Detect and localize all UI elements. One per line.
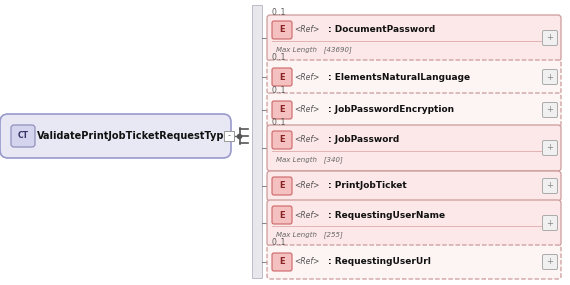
Text: E: E — [279, 135, 285, 144]
Text: E: E — [279, 25, 285, 34]
Text: E: E — [279, 211, 285, 219]
FancyBboxPatch shape — [543, 178, 557, 194]
Text: : DocumentPassword: : DocumentPassword — [328, 25, 435, 34]
Text: <Ref>: <Ref> — [294, 25, 319, 34]
FancyBboxPatch shape — [272, 131, 292, 149]
Text: <Ref>: <Ref> — [294, 105, 319, 115]
Text: E: E — [279, 182, 285, 190]
FancyBboxPatch shape — [267, 171, 561, 201]
Text: +: + — [547, 182, 553, 190]
Text: +: + — [547, 34, 553, 42]
FancyBboxPatch shape — [543, 141, 557, 156]
Text: +: + — [547, 72, 553, 82]
Text: : PrintJobTicket: : PrintJobTicket — [328, 182, 407, 190]
Text: E: E — [279, 105, 285, 115]
Text: CT: CT — [18, 131, 28, 141]
Text: : ElementsNaturalLanguage: : ElementsNaturalLanguage — [328, 72, 470, 82]
FancyBboxPatch shape — [267, 200, 561, 246]
Text: : RequestingUserName: : RequestingUserName — [328, 211, 445, 219]
Text: +: + — [547, 105, 553, 115]
Text: <Ref>: <Ref> — [294, 135, 319, 144]
FancyBboxPatch shape — [267, 125, 561, 171]
FancyBboxPatch shape — [267, 15, 561, 61]
FancyBboxPatch shape — [272, 253, 292, 271]
FancyBboxPatch shape — [272, 177, 292, 195]
FancyBboxPatch shape — [543, 255, 557, 270]
Text: <Ref>: <Ref> — [294, 258, 319, 266]
Text: : JobPasswordEncryption: : JobPasswordEncryption — [328, 105, 454, 115]
Text: <Ref>: <Ref> — [294, 72, 319, 82]
Text: 0..1: 0..1 — [272, 238, 286, 247]
FancyBboxPatch shape — [272, 68, 292, 86]
FancyBboxPatch shape — [267, 245, 561, 279]
FancyBboxPatch shape — [267, 60, 561, 94]
Text: 0..1: 0..1 — [272, 118, 286, 127]
Text: Max Length   [43690]: Max Length [43690] — [276, 46, 352, 53]
Text: <Ref>: <Ref> — [294, 182, 319, 190]
FancyBboxPatch shape — [543, 215, 557, 231]
Bar — [224, 131, 234, 141]
FancyBboxPatch shape — [272, 101, 292, 119]
FancyBboxPatch shape — [267, 93, 561, 127]
Text: : JobPassword: : JobPassword — [328, 135, 399, 144]
FancyBboxPatch shape — [543, 30, 557, 46]
Text: 0..1: 0..1 — [272, 86, 286, 95]
Text: : RequestingUserUrl: : RequestingUserUrl — [328, 258, 431, 266]
Text: E: E — [279, 258, 285, 266]
Bar — [252, 5, 262, 278]
FancyBboxPatch shape — [272, 21, 292, 39]
Text: ValidatePrintJobTicketRequestType: ValidatePrintJobTicketRequestType — [37, 131, 231, 141]
Text: Max Length   [255]: Max Length [255] — [276, 231, 343, 238]
Text: -: - — [227, 131, 230, 141]
Text: +: + — [547, 258, 553, 266]
FancyBboxPatch shape — [543, 103, 557, 117]
FancyBboxPatch shape — [543, 70, 557, 84]
FancyBboxPatch shape — [11, 125, 35, 147]
Text: <Ref>: <Ref> — [294, 211, 319, 219]
Text: +: + — [547, 144, 553, 152]
Text: 0..1: 0..1 — [272, 8, 286, 17]
Text: +: + — [547, 219, 553, 227]
FancyBboxPatch shape — [272, 206, 292, 224]
Text: Max Length   [340]: Max Length [340] — [276, 156, 343, 163]
FancyBboxPatch shape — [0, 114, 231, 158]
Text: E: E — [279, 72, 285, 82]
Text: 0..1: 0..1 — [272, 53, 286, 62]
